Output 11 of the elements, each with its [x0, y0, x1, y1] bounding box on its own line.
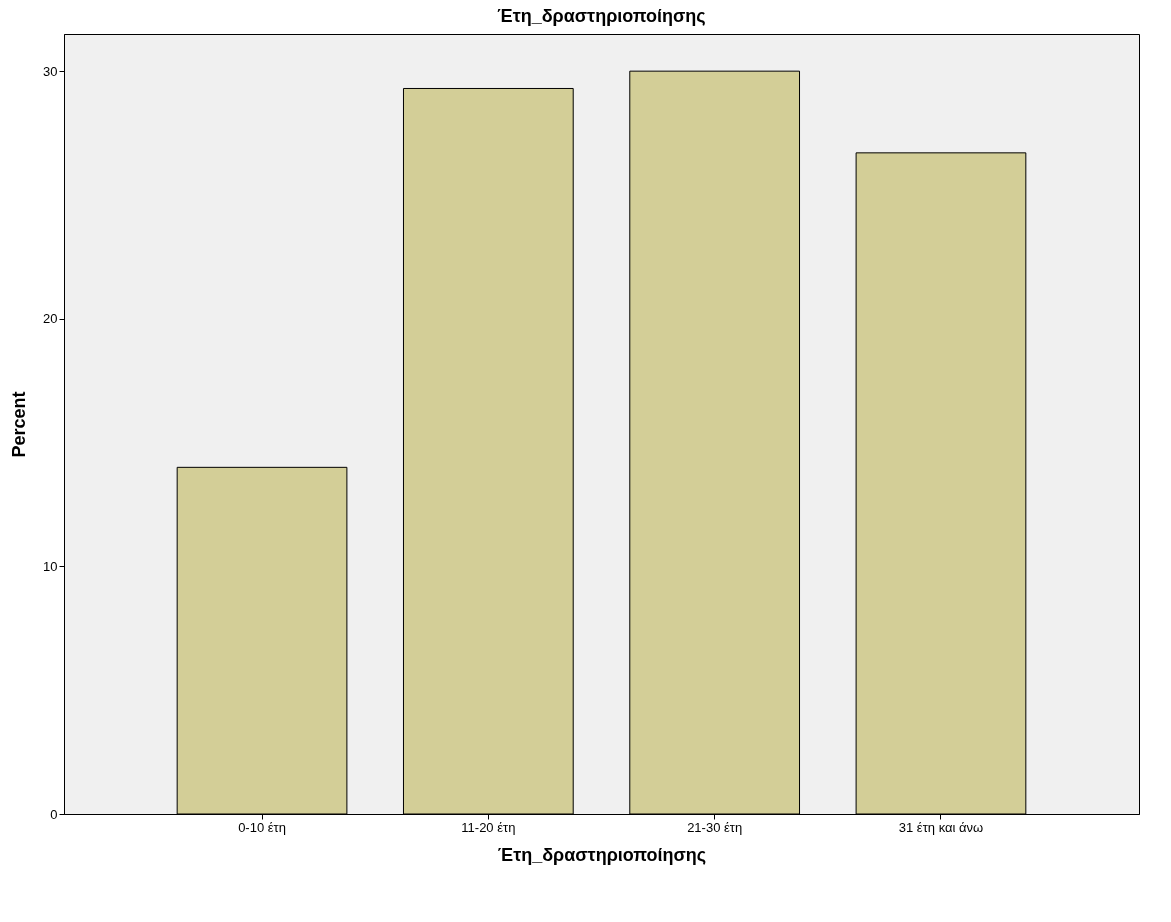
x-tick-label: 11-20 έτη — [461, 819, 516, 835]
y-axis-title: Percent — [9, 391, 30, 458]
chart-title: Έτη_δραστηριοποίησης — [497, 6, 706, 26]
y-tick-label: 20 — [43, 311, 58, 327]
x-tick-label: 31 έτη και άνω — [898, 819, 984, 835]
y-tick-label: 30 — [43, 63, 58, 79]
y-tick-label: 10 — [43, 558, 58, 574]
x-tick-label: 21-30 έτη — [687, 819, 743, 835]
x-axis-title: Έτη_δραστηριοποίησης — [497, 844, 707, 865]
x-tick-label: 0-10 έτη — [238, 819, 286, 835]
y-tick-label: 0 — [50, 806, 58, 822]
